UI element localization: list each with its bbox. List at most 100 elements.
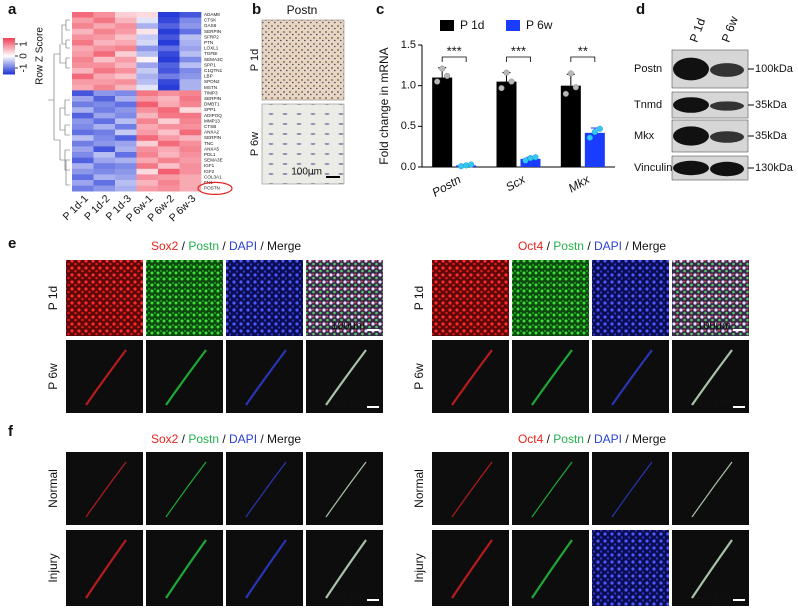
heatmap-cell bbox=[72, 168, 94, 175]
heatmap-cell bbox=[93, 62, 116, 69]
y-tick-label: 1.0 bbox=[401, 80, 416, 92]
gene-label: SPP1 bbox=[204, 107, 216, 112]
signal-streak bbox=[325, 461, 367, 518]
gene-label: LBP bbox=[204, 74, 213, 79]
size-label: 35kDa bbox=[755, 99, 788, 111]
bar bbox=[496, 81, 517, 167]
heatmap-cell bbox=[158, 51, 180, 58]
heatmap-cell bbox=[158, 180, 180, 186]
x-tick-label: Postn bbox=[430, 172, 464, 200]
header-separator: / bbox=[257, 432, 267, 446]
heatmap-cell bbox=[158, 101, 180, 108]
dendrogram bbox=[48, 19, 70, 186]
panel-label: c bbox=[376, 1, 384, 18]
heatmap-cell bbox=[136, 101, 159, 108]
heatmap-cell bbox=[72, 68, 94, 74]
row-label: Normal bbox=[46, 469, 60, 508]
heatmap-cell bbox=[158, 73, 180, 80]
heatmap-cell bbox=[136, 107, 159, 114]
heatmap-cell bbox=[158, 40, 180, 46]
heatmap-cell bbox=[93, 73, 116, 80]
heatmap-cell bbox=[179, 62, 202, 69]
gene-label: PTN bbox=[204, 40, 213, 45]
heatmap-cell bbox=[179, 17, 202, 24]
heatmap-cell bbox=[93, 163, 116, 170]
heatmap-cell bbox=[72, 28, 94, 35]
gene-label: IGF1 bbox=[204, 163, 215, 168]
signal-streak bbox=[245, 349, 287, 406]
gene-label: ANXA5 bbox=[204, 146, 220, 151]
heatmap-cell bbox=[72, 73, 94, 80]
scale-bar-label: 100μm bbox=[697, 397, 731, 409]
channel-name: Merge bbox=[632, 239, 666, 253]
micrograph bbox=[432, 340, 509, 413]
signal-streak bbox=[325, 349, 367, 406]
legend-swatch bbox=[3, 38, 15, 40]
size-label: 100kDa bbox=[755, 63, 794, 75]
signal-streak bbox=[165, 539, 207, 599]
gene-label: CTSB bbox=[204, 124, 216, 129]
heatmap-cell bbox=[72, 163, 94, 170]
heatmap-cell bbox=[158, 146, 180, 153]
heatmap-cell bbox=[93, 40, 116, 46]
heatmap-cell bbox=[179, 174, 202, 181]
heatmap-cell bbox=[136, 12, 159, 18]
x-tick-label: Mkx bbox=[566, 172, 593, 196]
heatmap-cell bbox=[115, 68, 137, 74]
heatmap-cell bbox=[72, 140, 94, 147]
heatmap-cell bbox=[93, 68, 116, 74]
heatmap-cell bbox=[179, 180, 202, 186]
micrograph bbox=[146, 260, 223, 336]
legend-swatch bbox=[3, 39, 15, 41]
heatmap-cell bbox=[115, 124, 137, 130]
channel-name: DAPI bbox=[594, 239, 622, 253]
heatmap-cell bbox=[158, 90, 180, 97]
y-tick-label: 1.5 bbox=[401, 39, 416, 51]
heatmap-cell bbox=[115, 174, 137, 181]
legend-swatch bbox=[3, 57, 15, 59]
heatmap-cell bbox=[115, 140, 137, 147]
header-separator: / bbox=[622, 432, 632, 446]
header-separator: / bbox=[622, 239, 632, 253]
heatmap-cell bbox=[179, 40, 202, 46]
gene-label: SEMA3E bbox=[204, 158, 223, 163]
heatmap-cell bbox=[115, 101, 137, 108]
data-point bbox=[567, 70, 574, 77]
legend-swatch bbox=[3, 42, 15, 45]
signal-streak bbox=[451, 461, 493, 518]
legend-swatch bbox=[3, 41, 15, 44]
signal-streak bbox=[691, 539, 733, 599]
heatmap-cell bbox=[158, 28, 180, 35]
legend-swatch bbox=[3, 54, 15, 57]
heatmap-cell bbox=[93, 96, 116, 102]
heatmap-cell bbox=[93, 101, 116, 108]
legend-label: P 1d bbox=[460, 18, 484, 32]
heatmap-cell bbox=[158, 157, 180, 164]
panel-label: b bbox=[252, 1, 261, 18]
heatmap-cell bbox=[115, 56, 137, 63]
heatmap-cell bbox=[136, 17, 159, 24]
signal-streak bbox=[531, 461, 573, 518]
heatmap-cell bbox=[179, 101, 202, 108]
legend-swatch bbox=[3, 64, 15, 67]
histology-row-label: P 6w bbox=[249, 132, 261, 156]
micrograph bbox=[306, 260, 383, 336]
channel-name: DAPI bbox=[594, 432, 622, 446]
gene-label: ADAM8 bbox=[204, 12, 220, 17]
heatmap-cell bbox=[136, 73, 159, 80]
heatmap-cell bbox=[115, 118, 137, 125]
gene-label: GAS6 bbox=[204, 23, 217, 28]
signal-streak bbox=[611, 349, 653, 406]
legend-swatch bbox=[3, 66, 15, 69]
heatmap-cell bbox=[115, 180, 137, 186]
heatmap-cell bbox=[93, 90, 116, 97]
legend-swatch bbox=[3, 58, 15, 61]
heatmap-cell bbox=[158, 68, 180, 74]
heatmap-cell bbox=[72, 146, 94, 153]
micrograph bbox=[146, 530, 223, 606]
heatmap-cell bbox=[115, 90, 137, 97]
blot-column-label: P 1d bbox=[687, 16, 709, 44]
heatmap-cell bbox=[115, 129, 137, 136]
channel-name: Merge bbox=[267, 432, 301, 446]
